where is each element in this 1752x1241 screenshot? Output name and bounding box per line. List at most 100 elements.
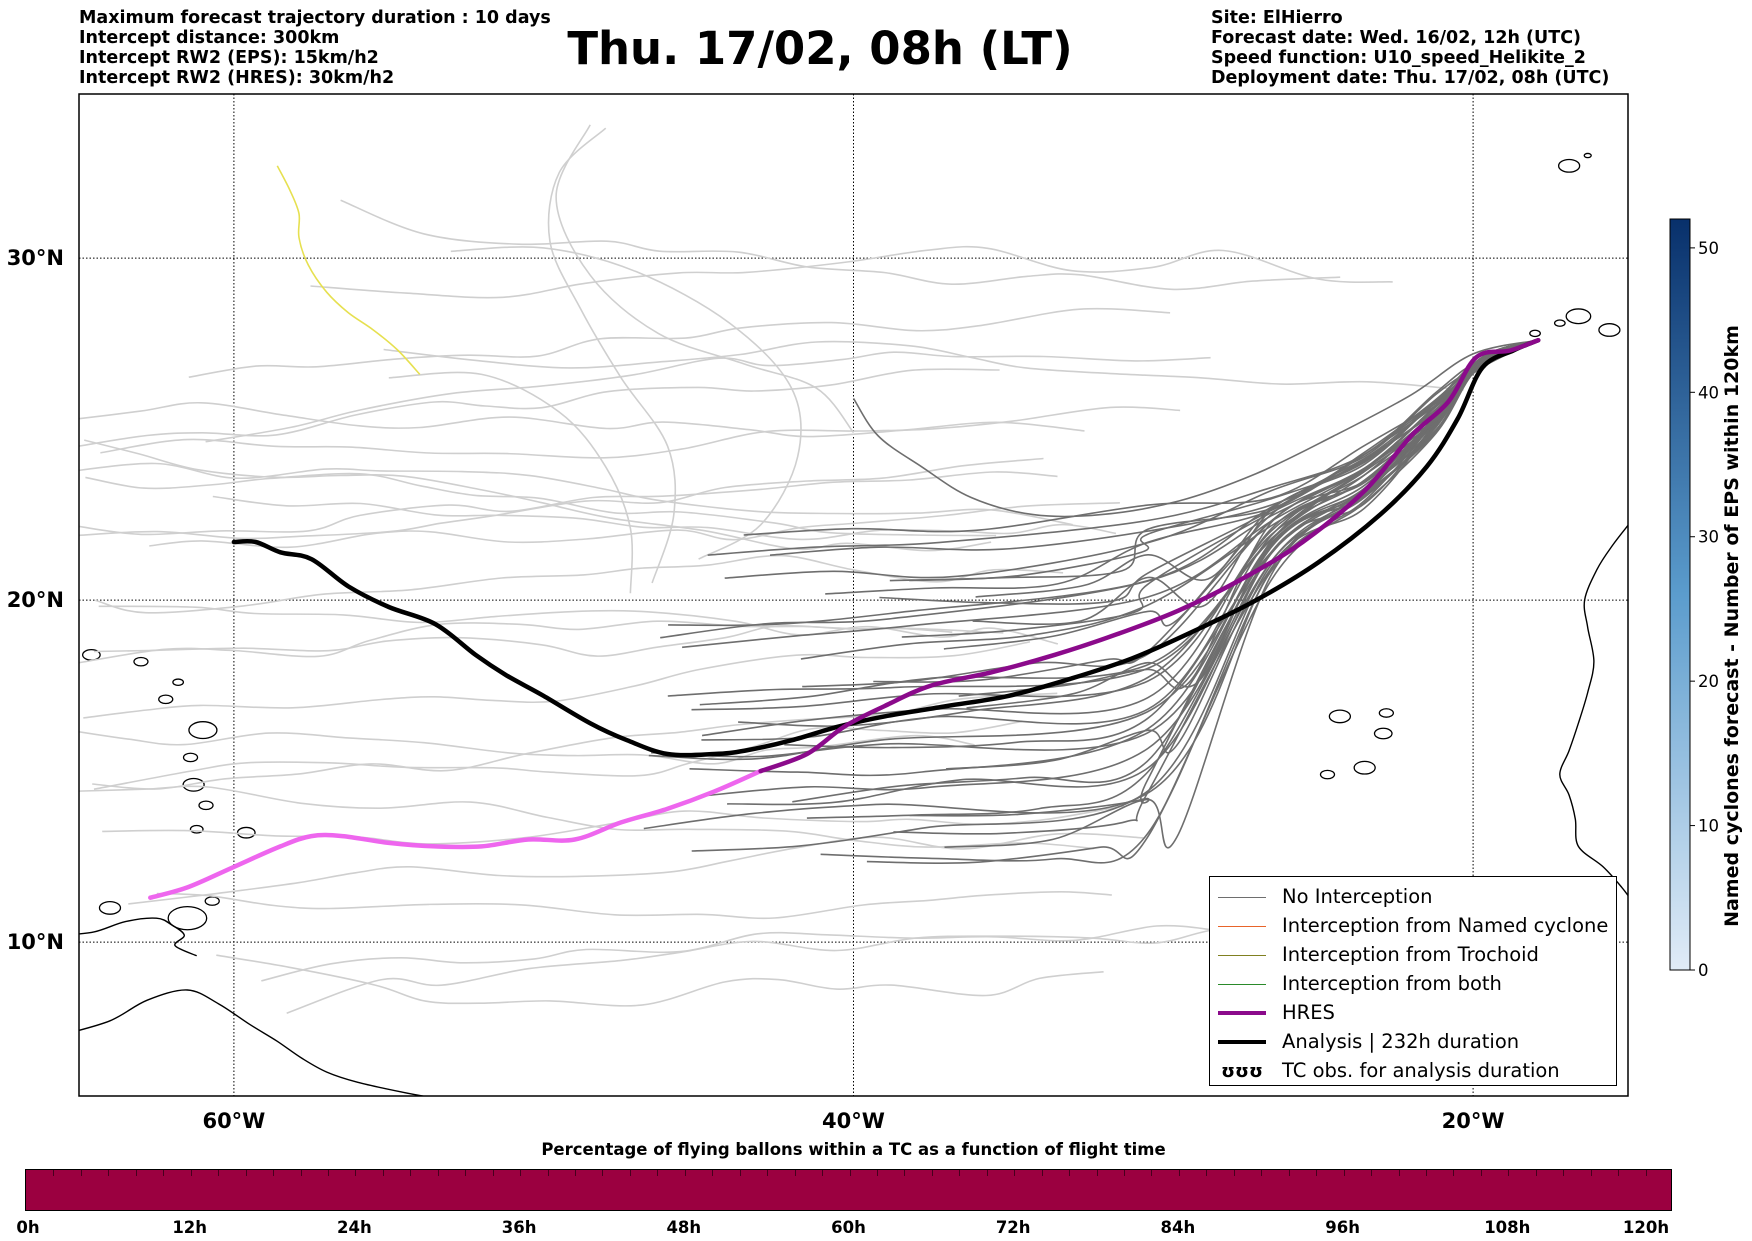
colorbar-label: Named cyclones forecast - Number of EPS … — [1721, 325, 1743, 927]
percentage-bar-tick-label: 120h — [1622, 1218, 1670, 1237]
eps-trajectory — [724, 339, 1539, 579]
old-trajectory — [450, 246, 802, 560]
island-outline — [188, 721, 218, 740]
percentage-bar-minor-tick — [382, 1170, 384, 1176]
percentage-bar-tick-label: 12h — [172, 1218, 208, 1237]
percentage-bar-minor-tick — [437, 1170, 439, 1176]
island-outline — [1598, 323, 1621, 337]
percentage-bar-minor-tick — [794, 1170, 796, 1176]
longitude-tick-label: 60°W — [202, 1109, 265, 1133]
old-trajectory — [388, 371, 634, 594]
latitude-tick-label: 10°N — [7, 930, 64, 954]
old-trajectory — [555, 124, 855, 434]
percentage-bar-minor-tick — [1371, 1170, 1373, 1176]
percentage-bar-minor-tick — [1178, 1170, 1180, 1176]
percentage-bar-minor-tick — [135, 1170, 137, 1176]
map-frame — [78, 93, 1629, 1097]
percentage-bar-minor-tick — [1014, 1170, 1016, 1176]
percentage-bar-minor-tick — [245, 1170, 247, 1176]
old-trajectory — [79, 471, 1058, 536]
legend-label: Analysis | 232h duration — [1282, 1030, 1520, 1053]
old-trajectory — [216, 954, 1104, 1007]
island-outline — [1647, 306, 1672, 321]
analysis-trajectory — [231, 337, 1541, 758]
percentage-bar-tick-label: 36h — [501, 1218, 537, 1237]
island-outline — [98, 900, 122, 915]
old-trajectory — [79, 785, 1095, 850]
header-left-info: Maximum forecast trajectory duration : 1… — [79, 8, 551, 88]
island-outline — [189, 824, 204, 834]
percentage-bar-minor-tick — [1590, 1170, 1592, 1176]
old-trajectory — [149, 502, 1120, 549]
graticule — [79, 94, 1628, 1096]
old-trajectory — [205, 351, 1211, 443]
old-trajectory — [79, 368, 1000, 447]
percentage-bar-minor-tick — [163, 1170, 165, 1176]
legend-label: Interception from both — [1282, 972, 1502, 995]
percentage-bar-minor-tick — [1618, 1170, 1620, 1176]
south-america-coast — [79, 989, 427, 1096]
colorbar-tick-label: 40 — [1698, 383, 1719, 402]
hres-trajectory-early — [148, 768, 763, 900]
latitude-tick-label: 20°N — [7, 588, 64, 612]
old-trajectory — [83, 641, 1031, 719]
eps-trajectory — [852, 339, 1539, 518]
old-trajectory — [340, 199, 1341, 291]
highlight-trajectories — [148, 165, 1541, 900]
legend-item: Interception from Named cyclone — [1218, 914, 1608, 938]
percentage-bar-minor-tick — [1508, 1170, 1510, 1176]
island-outline — [1529, 329, 1541, 338]
island-outline — [1553, 319, 1566, 327]
legend-line-icon — [1218, 896, 1266, 898]
percentage-bar-minor-tick — [1233, 1170, 1235, 1176]
percentage-bar-minor-tick — [629, 1170, 631, 1176]
island-outline — [158, 694, 174, 705]
legend-item: Interception from Trochoid — [1218, 943, 1539, 967]
tc-symbol-icon: ʊʊʊ — [1221, 1060, 1263, 1082]
legend-label: HRES — [1282, 1001, 1335, 1024]
legend-label: No Interception — [1282, 885, 1433, 908]
percentage-bar-minor-tick — [712, 1170, 714, 1176]
percentage-bar-minor-tick — [876, 1170, 878, 1176]
percentage-bar-minor-tick — [108, 1170, 110, 1176]
old-trajectory — [79, 462, 1073, 526]
island-outline — [198, 800, 214, 811]
island-outline — [1557, 158, 1581, 173]
island-outline — [1353, 760, 1376, 775]
map-legend: No Interception Interception from Named c… — [1209, 876, 1617, 1086]
legend-line-icon — [1218, 1011, 1266, 1015]
percentage-bar-minor-tick — [1453, 1170, 1455, 1176]
island-outline — [236, 826, 256, 839]
old-trajectory — [261, 924, 1217, 982]
colorbar-fill — [1669, 218, 1691, 971]
old-trajectory — [547, 127, 677, 584]
percentage-bar-minor-tick — [273, 1170, 275, 1176]
site-text: Site: ElHierro — [1211, 8, 1343, 28]
legend-item: HRES — [1218, 1001, 1335, 1025]
longitude-tick-label: 40°W — [822, 1109, 885, 1133]
max-duration-text: Maximum forecast trajectory duration : 1… — [79, 8, 551, 28]
island-outline — [1373, 727, 1393, 740]
legend-label: Interception from Named cyclone — [1282, 914, 1609, 937]
old-trajectory — [156, 890, 1112, 920]
percentage-bar-tick-label: 108h — [1484, 1218, 1531, 1237]
island-outline — [172, 678, 185, 687]
percentage-bar-minor-tick — [1316, 1170, 1318, 1176]
island-outline — [182, 752, 199, 763]
old-trajectory — [383, 340, 1464, 391]
eps-trajectory — [743, 339, 1539, 536]
percentage-bar-minor-tick — [218, 1170, 220, 1176]
percentage-bar-minor-tick — [492, 1170, 494, 1176]
legend-line-icon — [1218, 954, 1266, 956]
colorbar-tick-label: 20 — [1698, 672, 1719, 691]
percentage-bar-minor-tick — [1096, 1170, 1098, 1176]
old-trajectory — [85, 472, 997, 537]
legend-line-icon — [1218, 1040, 1266, 1044]
percentage-bar-minor-tick — [959, 1170, 961, 1176]
forecast-date-text: Forecast date: Wed. 16/02, 12h (UTC) — [1211, 28, 1582, 48]
percentage-bar-minor-tick — [300, 1170, 302, 1176]
hres-trajectory — [758, 337, 1541, 774]
percentage-bar-minor-tick — [1261, 1170, 1263, 1176]
percentage-bar-tick-label: 60h — [831, 1218, 866, 1237]
